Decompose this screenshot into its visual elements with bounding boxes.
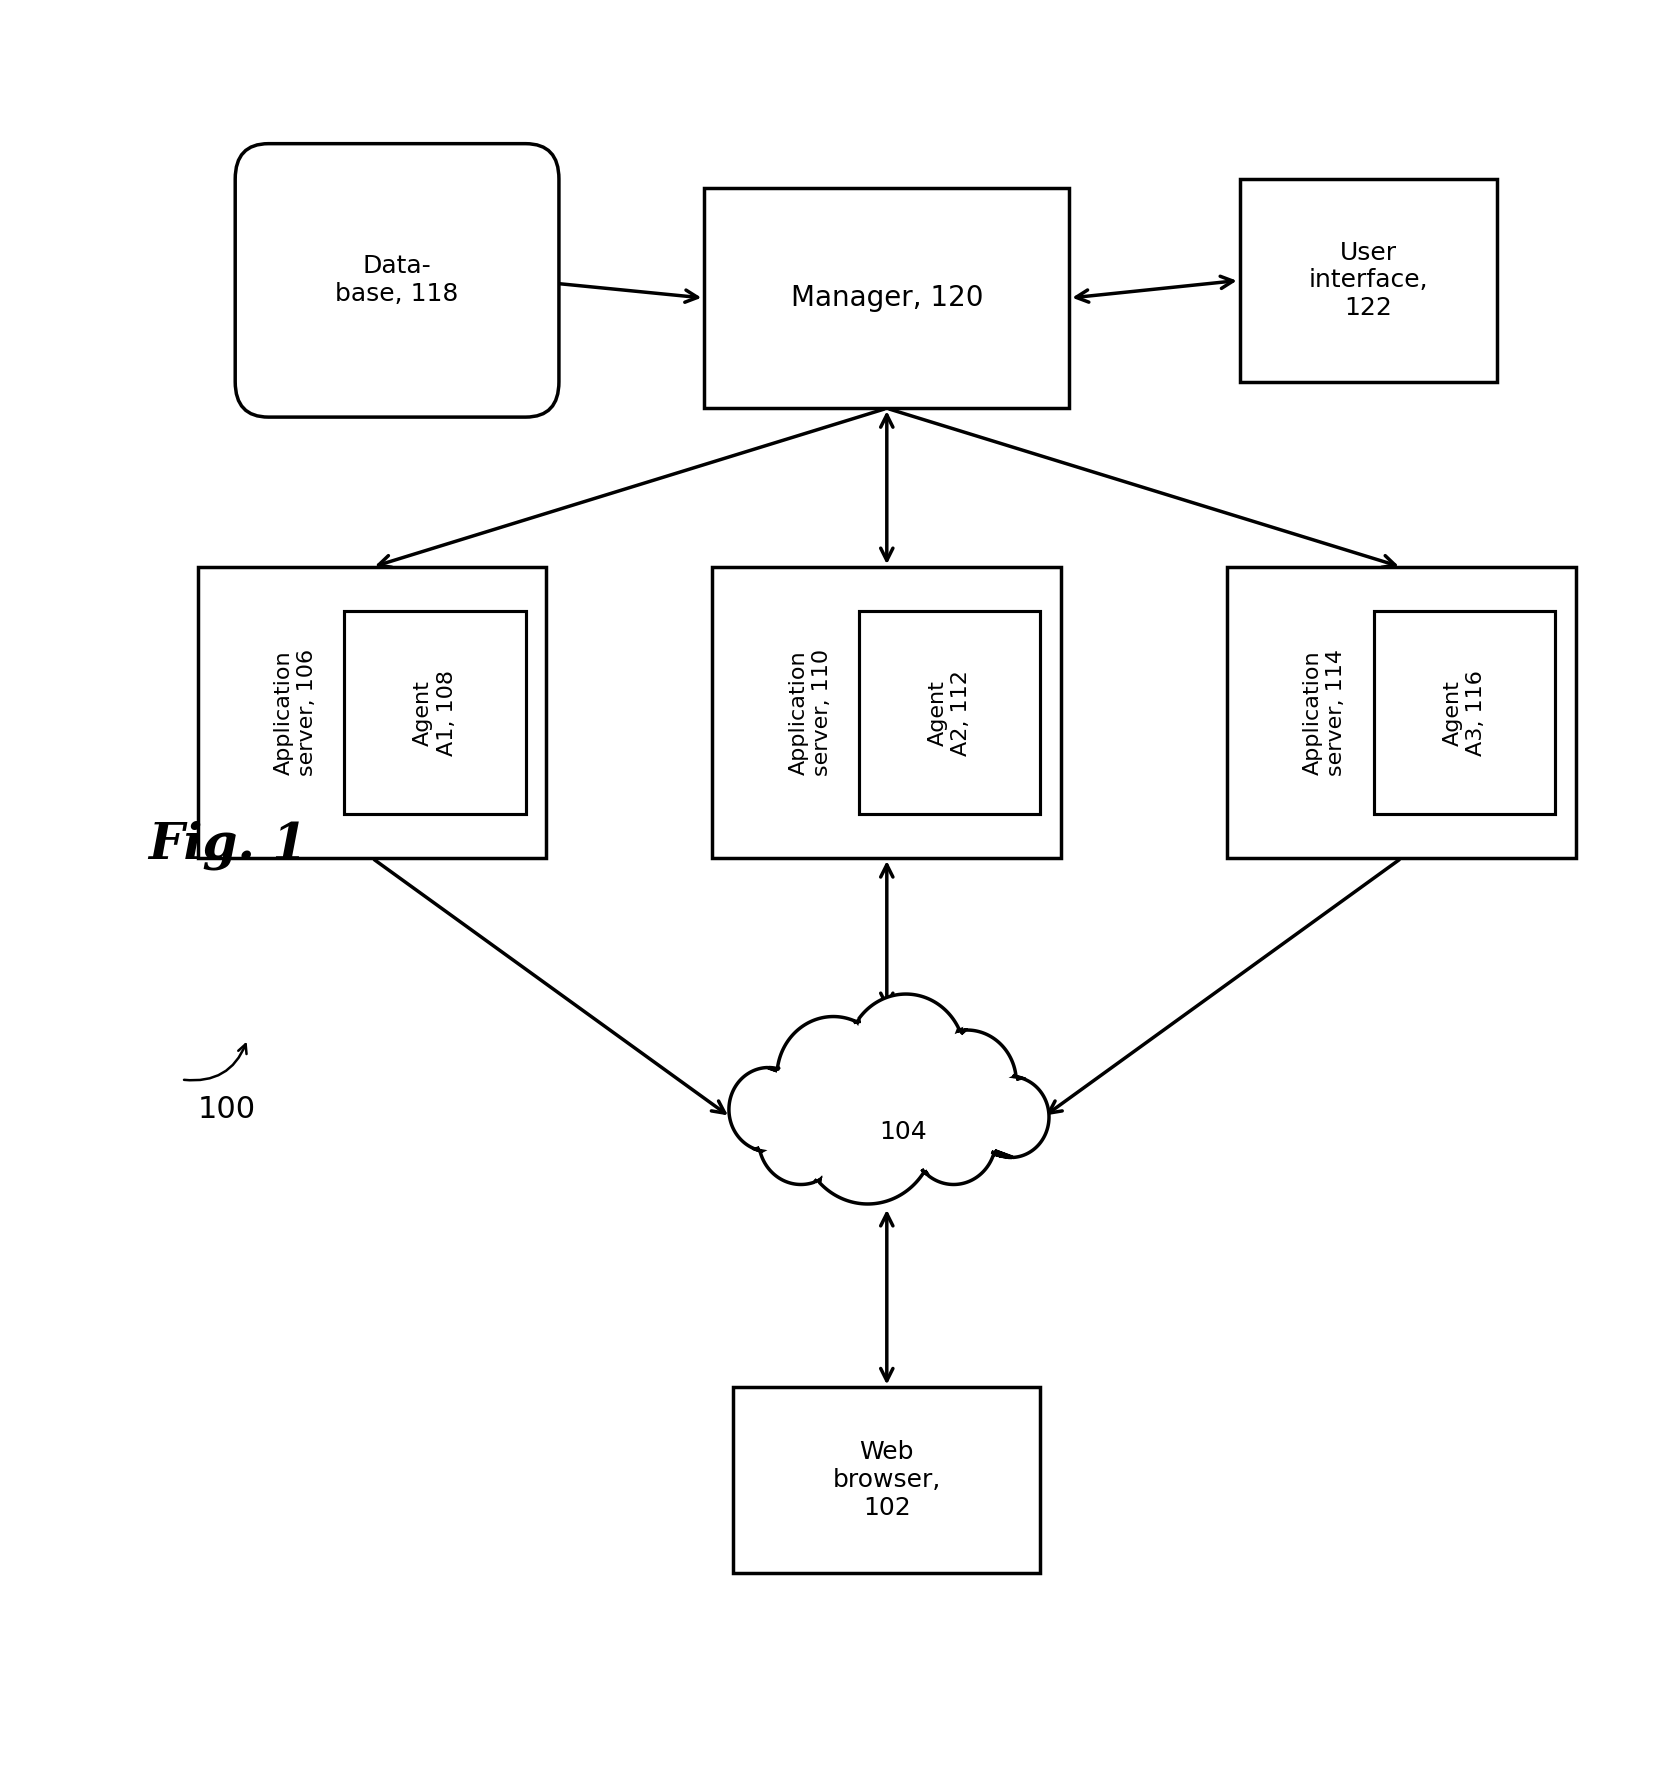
Text: Application
server, 114: Application server, 114 — [1302, 649, 1345, 775]
Text: User
interface,
122: User interface, 122 — [1308, 240, 1427, 320]
Text: Web
browser,
102: Web browser, 102 — [831, 1440, 940, 1520]
FancyBboxPatch shape — [345, 610, 525, 814]
Circle shape — [847, 994, 965, 1120]
Text: Manager, 120: Manager, 120 — [790, 284, 982, 311]
FancyBboxPatch shape — [236, 144, 559, 418]
Circle shape — [972, 1076, 1049, 1157]
Circle shape — [910, 1095, 995, 1184]
Circle shape — [800, 1060, 935, 1204]
Circle shape — [917, 1029, 1016, 1134]
Text: Fig. 1: Fig. 1 — [147, 820, 306, 869]
Text: Application
server, 110: Application server, 110 — [788, 649, 831, 777]
FancyBboxPatch shape — [704, 188, 1069, 409]
Text: 100: 100 — [197, 1095, 256, 1124]
Text: Agent
A1, 108: Agent A1, 108 — [413, 670, 457, 756]
Text: Data-
base, 118: Data- base, 118 — [335, 254, 458, 306]
FancyBboxPatch shape — [713, 567, 1061, 859]
Text: Agent
A2, 112: Agent A2, 112 — [927, 670, 970, 756]
Polygon shape — [728, 994, 1049, 1204]
FancyBboxPatch shape — [197, 567, 545, 859]
Circle shape — [776, 1017, 890, 1136]
Text: 104: 104 — [878, 1120, 927, 1143]
FancyBboxPatch shape — [1374, 610, 1554, 814]
FancyBboxPatch shape — [733, 1387, 1039, 1572]
FancyArrowPatch shape — [184, 1044, 246, 1081]
Circle shape — [728, 1067, 808, 1152]
Text: Agent
A3, 116: Agent A3, 116 — [1442, 670, 1486, 756]
FancyBboxPatch shape — [1238, 180, 1496, 382]
FancyBboxPatch shape — [1226, 567, 1574, 859]
Text: Application
server, 106: Application server, 106 — [274, 649, 316, 777]
FancyBboxPatch shape — [858, 610, 1039, 814]
Circle shape — [758, 1095, 843, 1184]
